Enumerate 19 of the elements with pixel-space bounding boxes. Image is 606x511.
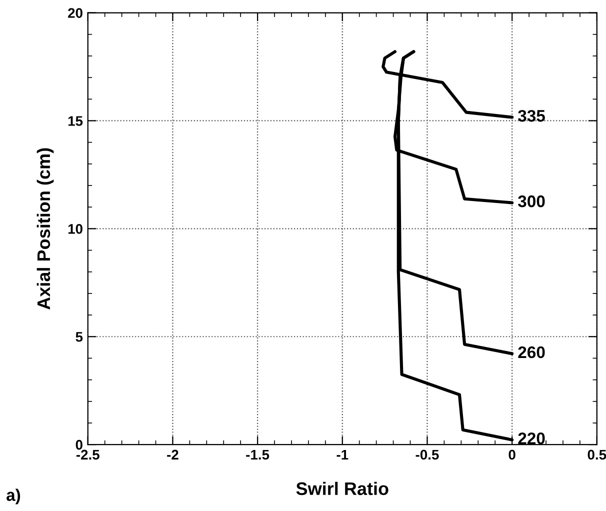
x-tick-label: 0.5 (588, 450, 606, 460)
series-label: 335 (518, 110, 545, 122)
text: a) (6, 488, 20, 504)
x-axis-title: Swirl Ratio (296, 482, 388, 496)
series-label: 260 (518, 346, 545, 358)
y-tick-label: 15 (68, 116, 83, 126)
x-tick-label: -1 (336, 450, 348, 460)
x-tick-label: -0.5 (416, 450, 439, 460)
y-tick-label: 20 (68, 8, 82, 18)
series-label: 300 (518, 195, 545, 208)
x-tick-label: 0 (508, 450, 516, 460)
y-tick-label: 10 (68, 224, 82, 234)
y-tick-label: 5 (76, 332, 83, 342)
x-tick-label: -2 (167, 450, 178, 460)
x-tick-label: -2.5 (76, 450, 100, 460)
y-axis-title: Axial Position (cm) (36, 148, 54, 310)
x-tick-label: -1.5 (246, 450, 270, 460)
y-tick-label: 0 (76, 440, 82, 450)
series-label: 220 (518, 432, 545, 444)
